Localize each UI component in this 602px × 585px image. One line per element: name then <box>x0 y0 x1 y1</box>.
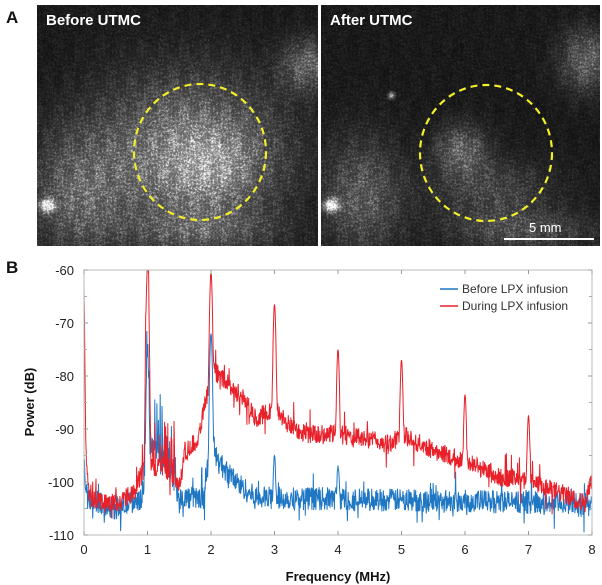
y-axis-label: Power (dB) <box>22 368 37 437</box>
x-tick-label: 3 <box>271 542 278 557</box>
ultrasound-image-after: After UTMC 5 mm <box>321 5 600 246</box>
roi-circle <box>132 82 268 222</box>
series-line-before <box>83 330 593 533</box>
x-tick-label: 0 <box>80 542 87 557</box>
x-tick-label: 2 <box>207 542 214 557</box>
ultrasound-image-before: Before UTMC <box>37 5 318 246</box>
panel-a-label: A <box>6 8 19 27</box>
series-line-during <box>83 269 593 519</box>
legend-label-before: Before LPX infusion <box>462 282 568 296</box>
legend: Before LPX infusion During LPX infusion <box>440 282 568 313</box>
x-tick-label: 5 <box>398 542 405 557</box>
ultrasound-speckle <box>37 5 318 246</box>
x-tick-label: 6 <box>461 542 468 557</box>
x-axis-label: Frequency (MHz) <box>286 569 391 584</box>
y-tick-label: -110 <box>49 528 74 543</box>
ultrasound-speckle <box>321 5 600 246</box>
before-utmc-label: Before UTMC <box>46 12 142 29</box>
x-tick-label: 8 <box>588 542 595 557</box>
legend-label-during: During LPX infusion <box>462 299 568 313</box>
scale-bar <box>504 238 594 240</box>
roi-circle <box>418 83 554 223</box>
y-tick-label: -80 <box>55 369 74 384</box>
x-tick-label: 1 <box>144 542 151 557</box>
x-tick-label: 4 <box>334 542 341 557</box>
panel-b-label: B <box>6 258 19 277</box>
y-tick-label: -70 <box>55 316 74 331</box>
scale-bar-label: 5 mm <box>529 220 562 235</box>
x-tick-label: 7 <box>525 542 532 557</box>
after-utmc-label: After UTMC <box>330 12 413 29</box>
y-tick-label: -90 <box>55 422 74 437</box>
power-spectrum-chart: 0 1 2 3 4 5 6 7 8 -60 -70 -80 -90 -100 -110 Frequency … <box>22 263 596 584</box>
y-tick-label: -100 <box>48 475 74 490</box>
y-tick-label: -60 <box>55 263 74 278</box>
